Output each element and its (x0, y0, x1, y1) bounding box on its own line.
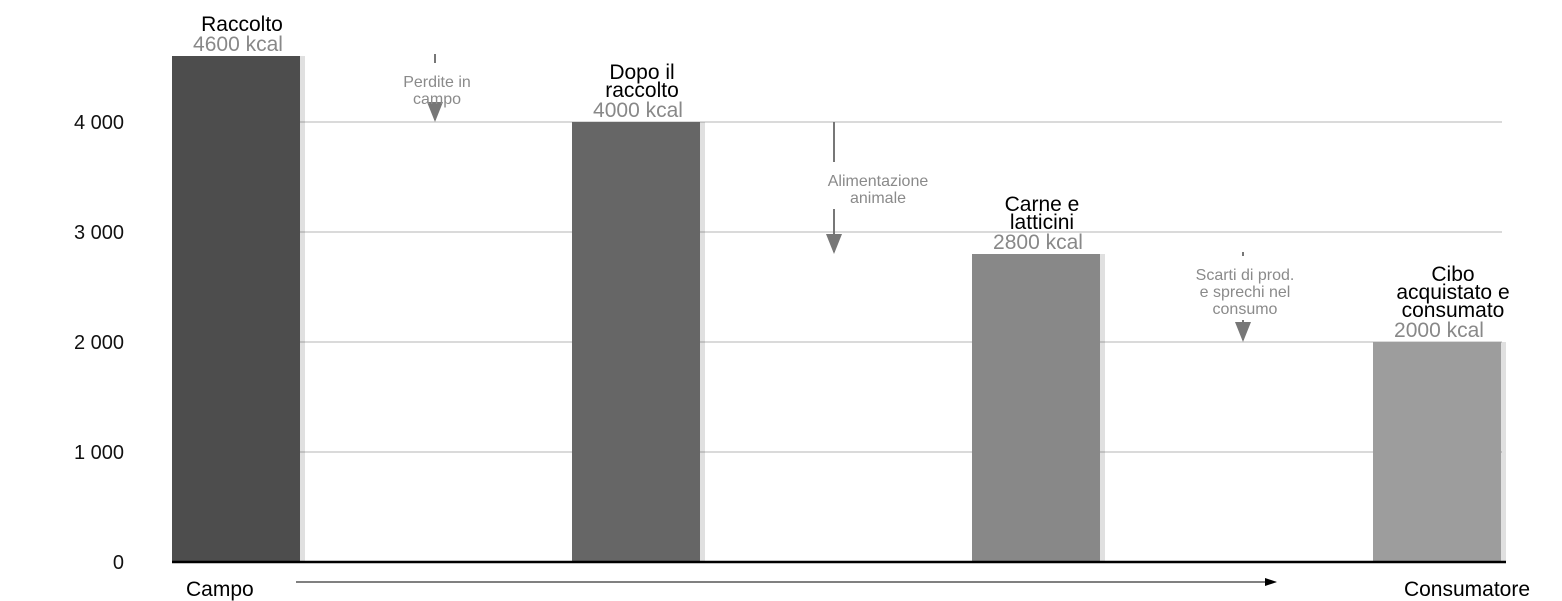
bar (972, 254, 1100, 562)
annotation-label: campo (413, 91, 461, 108)
y-tick-label: 0 (113, 552, 124, 574)
bar-shadow (300, 56, 305, 562)
bar (172, 56, 300, 562)
bar-value-label: 4000 kcal (593, 99, 683, 122)
x-start-label: Campo (186, 578, 254, 601)
y-tick-label: 2 000 (74, 332, 124, 354)
bar (1373, 342, 1501, 562)
bar (572, 122, 700, 562)
y-tick-label: 4 000 (74, 112, 124, 134)
annotation-label: Alimentazione (828, 173, 929, 190)
bar-category-label: consumato (1402, 299, 1505, 322)
bar-category-label: latticini (1010, 211, 1074, 234)
bar-category-label: Carne e (1005, 193, 1080, 216)
x-end-label: Consumatore (1404, 578, 1530, 601)
bar-category-label: acquistato e (1396, 281, 1509, 304)
bar-value-label: 4600 kcal (193, 33, 283, 56)
annotation-label: e sprechi nel (1200, 284, 1291, 301)
annotation-label: Perdite in (403, 74, 471, 91)
bar-category-label: Dopo il (609, 61, 674, 84)
bar-category-label: raccolto (605, 79, 679, 102)
bar-category-label: Raccolto (201, 13, 283, 36)
bar-shadow (700, 122, 705, 562)
y-tick-label: 3 000 (74, 222, 124, 244)
y-tick-label: 1 000 (74, 442, 124, 464)
annotation-label: Scarti di prod. (1196, 267, 1295, 284)
annotation-label: animale (850, 190, 906, 207)
annotation-label: consumo (1213, 301, 1278, 318)
bar-shadow (1501, 342, 1506, 562)
bar-value-label: 2800 kcal (993, 231, 1083, 254)
bar-category-label: Cibo (1431, 263, 1474, 286)
bar-shadow (1100, 254, 1105, 562)
bar-value-label: 2000 kcal (1394, 319, 1484, 342)
